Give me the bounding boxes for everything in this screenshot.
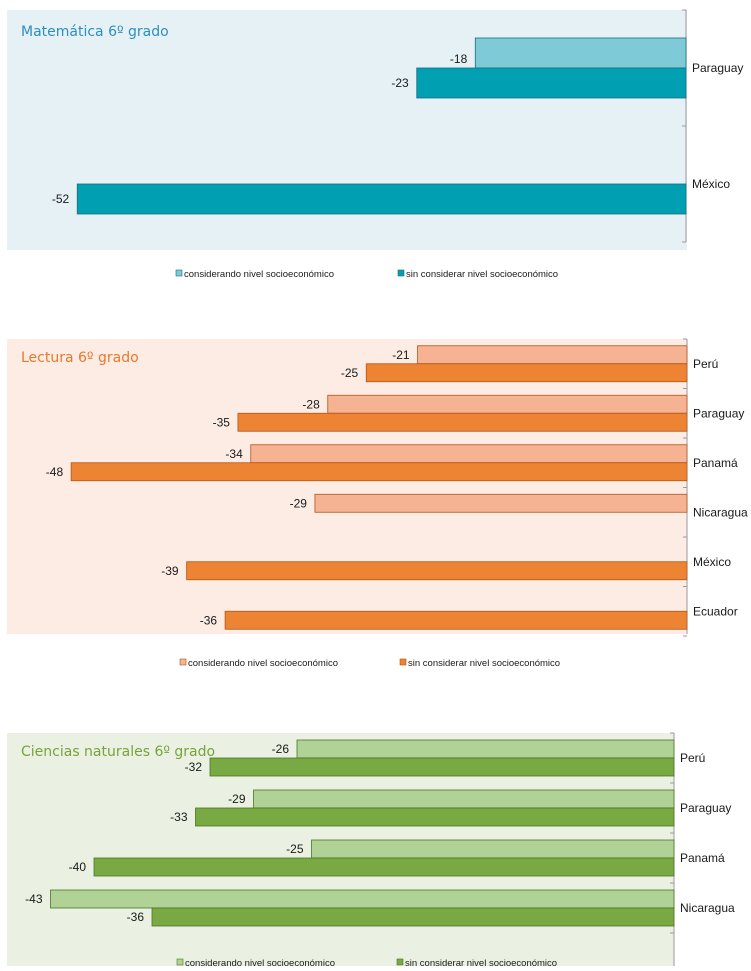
chart-panel-1: Lectura 6º grado Perú -21 -25 Paraguay -28 -35… (7, 338, 748, 669)
data-label: -40 (69, 860, 87, 874)
data-label: -34 (225, 447, 243, 461)
data-label: -35 (213, 415, 231, 429)
category-label: Perú (680, 751, 705, 765)
chart-title: Ciencias naturales 6º grado (21, 744, 215, 760)
bar-considerando (417, 345, 688, 365)
data-label: -32 (185, 760, 203, 774)
category-label: Paraguay (693, 406, 744, 420)
data-label: -26 (272, 742, 290, 756)
legend-label: considerando nivel socioeconómico (185, 958, 335, 969)
data-label: -43 (25, 892, 43, 906)
data-label: -25 (341, 366, 359, 380)
bar-considerando (314, 493, 688, 513)
bar-sin-considerar (76, 183, 687, 215)
bar-sin-considerar (151, 907, 675, 927)
legend: considerando nivel socioeconómico sin con… (179, 658, 560, 669)
category-label: Paraguay (692, 61, 743, 75)
data-label: -25 (286, 842, 304, 856)
legend-label: sin considerar nivel socioeconómico (405, 958, 557, 969)
legend-label: considerando nivel socioeconómico (184, 269, 334, 280)
legend-swatch (175, 269, 183, 277)
category-label: Paraguay (680, 801, 731, 815)
bar-sin-considerar (416, 67, 687, 99)
bar-considerando (311, 839, 675, 859)
data-label: -28 (302, 397, 320, 411)
legend-swatch (396, 958, 404, 966)
category-label: Nicaragua (693, 505, 748, 519)
legend: considerando nivel socioeconómico sin con… (175, 269, 558, 280)
legend-label: sin considerar nivel socioeconómico (406, 269, 558, 280)
chart-title: Lectura 6º grado (21, 350, 139, 366)
legend-swatch (397, 269, 405, 277)
bar-considerando (474, 37, 687, 69)
chart-title: Matemática 6º grado (21, 24, 169, 40)
bar-sin-considerar (365, 363, 688, 383)
data-label: -36 (200, 613, 218, 627)
bar-sin-considerar (186, 561, 688, 581)
data-label: -29 (228, 792, 246, 806)
panel-background (7, 339, 687, 634)
data-label: -29 (290, 496, 308, 510)
chart-panel-2: Ciencias naturales 6º grado Perú -26 -32 Par… (7, 732, 735, 969)
legend-swatch (176, 958, 184, 966)
chart-panel-0: Matemática 6º grado Paraguay -18 -23 México -… (7, 9, 743, 280)
category-label: México (693, 555, 731, 569)
bar-sin-considerar (237, 412, 688, 432)
category-label: Panamá (693, 456, 738, 470)
bar-considerando (250, 444, 688, 464)
data-label: -52 (52, 192, 70, 206)
data-label: -36 (127, 910, 145, 924)
category-label: Nicaragua (680, 901, 735, 915)
data-label: -39 (161, 564, 179, 578)
legend-label: considerando nivel socioeconómico (188, 658, 338, 669)
bar-sin-considerar (70, 462, 688, 482)
bar-sin-considerar (209, 757, 675, 777)
category-label: Perú (693, 357, 718, 371)
category-label: Ecuador (693, 604, 738, 618)
bar-considerando (253, 789, 675, 809)
data-label: -18 (450, 52, 468, 66)
bar-considerando (296, 739, 675, 759)
legend: considerando nivel socioeconómico sin con… (176, 958, 557, 969)
legend-swatch (399, 658, 407, 666)
data-label: -48 (46, 465, 64, 479)
legend-label: sin considerar nivel socioeconómico (408, 658, 560, 669)
data-label: -33 (170, 810, 188, 824)
bar-sin-considerar (93, 857, 675, 877)
data-label: -21 (392, 348, 410, 362)
bar-considerando (50, 889, 675, 909)
category-label: México (692, 177, 730, 191)
bar-sin-considerar (224, 610, 688, 630)
legend-swatch (179, 658, 187, 666)
category-label: Panamá (680, 851, 725, 865)
bar-sin-considerar (195, 807, 675, 827)
bar-considerando (327, 394, 688, 414)
data-label: -23 (391, 76, 409, 90)
